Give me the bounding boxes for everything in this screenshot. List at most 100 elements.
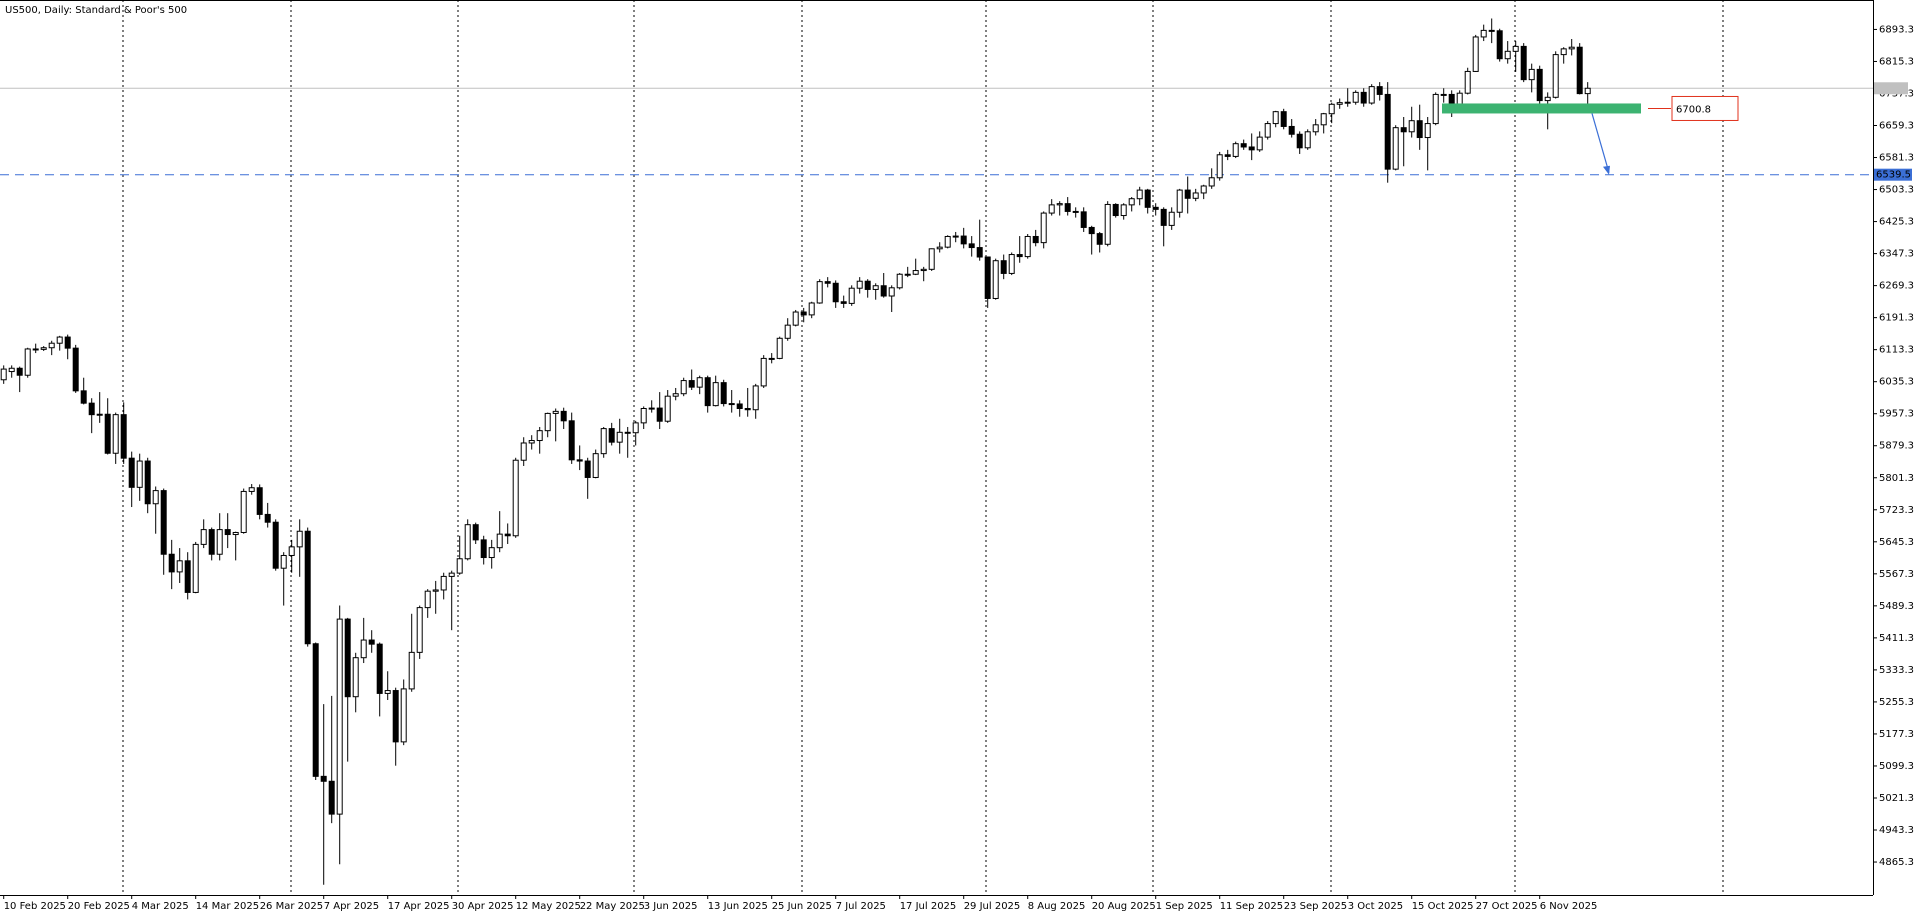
period-separators (122, 0, 1724, 895)
candle-body (768, 357, 775, 360)
y-tick-label: 5957.3 (1879, 409, 1914, 420)
zone-bar (1442, 103, 1641, 114)
candle-body (864, 280, 871, 290)
candle-body (504, 533, 511, 537)
candle-body (1032, 235, 1039, 244)
candle-body (8, 367, 15, 373)
y-tick-label: 4865.3 (1879, 857, 1914, 868)
candle-body (616, 431, 623, 443)
y-tick-label: 6113.3 (1879, 345, 1914, 356)
candle-body (24, 348, 31, 376)
candle-body (1520, 45, 1527, 81)
candle-body (1472, 36, 1479, 72)
candle-body (624, 431, 631, 434)
candle-body (1440, 93, 1447, 96)
candle-body (904, 273, 911, 276)
x-tick-label: 11 Sep 2025 (1220, 901, 1283, 912)
candle-body (1488, 29, 1495, 32)
y-tick-label: 5411.3 (1879, 633, 1914, 644)
candle-body (1168, 211, 1175, 226)
candle-body (760, 357, 767, 387)
candle-body (1048, 204, 1055, 214)
x-tick-label: 10 Feb 2025 (4, 901, 66, 912)
candle-body (472, 524, 479, 541)
candle-body (448, 572, 455, 577)
candle-body (736, 403, 743, 409)
y-tick-label: 5021.3 (1879, 793, 1914, 804)
candle-body (240, 490, 247, 533)
candle-body (64, 336, 71, 349)
candle-body (640, 407, 647, 424)
candle-body (1424, 123, 1431, 139)
candle-body (104, 413, 111, 454)
candle-body (1272, 111, 1279, 125)
candle-body (344, 618, 351, 698)
candle-body (1208, 177, 1215, 187)
candle-body (264, 513, 271, 523)
candle-body (808, 302, 815, 316)
candle-body (328, 780, 335, 815)
candle-body (1144, 189, 1151, 208)
candle-body (1120, 204, 1127, 217)
candle-body (968, 243, 975, 249)
candle-body (1496, 30, 1503, 60)
y-tick-label: 5255.3 (1879, 697, 1914, 708)
candle-body (1096, 233, 1103, 245)
candle-body (72, 347, 79, 392)
candle-body (1384, 93, 1391, 170)
candle-body (1264, 123, 1271, 138)
candle-body (360, 639, 367, 659)
candle-body (288, 546, 295, 556)
last-price-box (1874, 82, 1908, 95)
candle-body (1000, 260, 1007, 274)
candle-body (856, 280, 863, 289)
candle-body (720, 382, 727, 405)
y-tick-label: 5801.3 (1879, 473, 1914, 484)
candle-body (488, 547, 495, 559)
zone-label-box (1671, 95, 1739, 121)
candle-body (704, 377, 711, 407)
y-tick-label: 6035.3 (1879, 377, 1914, 388)
candle-body (96, 413, 103, 416)
candle-body (656, 407, 663, 422)
candle-body (1408, 120, 1415, 133)
candle-body (536, 430, 543, 442)
candle-body (1464, 70, 1471, 94)
x-tick-label: 30 Apr 2025 (452, 901, 514, 912)
candle-body (1480, 29, 1487, 38)
candle-body (1216, 154, 1223, 179)
x-tick-label: 17 Jul 2025 (900, 901, 957, 912)
candle-body (216, 529, 223, 555)
y-tick-label: 5567.3 (1879, 569, 1914, 580)
candle-body (992, 260, 999, 299)
candle-body (896, 273, 903, 289)
candle-body (1248, 146, 1255, 151)
candle-body (1544, 96, 1551, 102)
candle-body (176, 560, 183, 573)
y-tick-label: 5879.3 (1879, 441, 1914, 452)
candle-body (1536, 68, 1543, 102)
candle-body (1360, 91, 1367, 104)
candle-body (224, 529, 231, 536)
candle-body (312, 643, 319, 777)
candle-body (336, 618, 343, 815)
candle-body (1416, 120, 1423, 139)
candle-body (16, 367, 23, 376)
candle-body (432, 589, 439, 592)
candle-body (1088, 226, 1095, 235)
x-tick-label: 3 Jun 2025 (644, 901, 698, 912)
candle-body (1232, 143, 1239, 157)
candle-body (1072, 210, 1079, 213)
x-tick-label: 17 Apr 2025 (388, 901, 450, 912)
candle-body (712, 382, 719, 407)
candle-body (208, 529, 215, 555)
candle-body (1432, 93, 1439, 125)
x-tick-label: 7 Jul 2025 (836, 901, 886, 912)
chart-title: US500, Daily: Standard & Poor's 500 (5, 5, 187, 16)
candle-body (1528, 68, 1535, 81)
candle-body (56, 336, 63, 344)
candle-body (824, 281, 831, 284)
x-tick-label: 13 Jun 2025 (708, 901, 768, 912)
arrow-head (1603, 165, 1610, 175)
candle-body (1568, 46, 1575, 50)
